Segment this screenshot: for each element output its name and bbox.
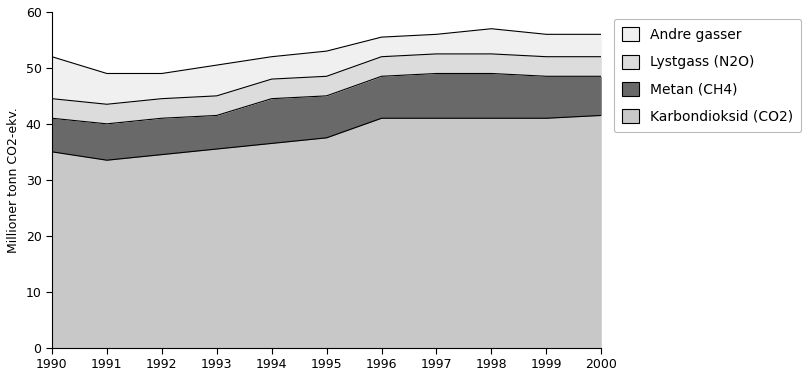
Y-axis label: Millioner tonn CO2-ekv.: Millioner tonn CO2-ekv. bbox=[7, 107, 20, 253]
Legend: Andre gasser, Lystgass (N2O), Metan (CH4), Karbondioksid (CO2): Andre gasser, Lystgass (N2O), Metan (CH4… bbox=[614, 19, 801, 132]
